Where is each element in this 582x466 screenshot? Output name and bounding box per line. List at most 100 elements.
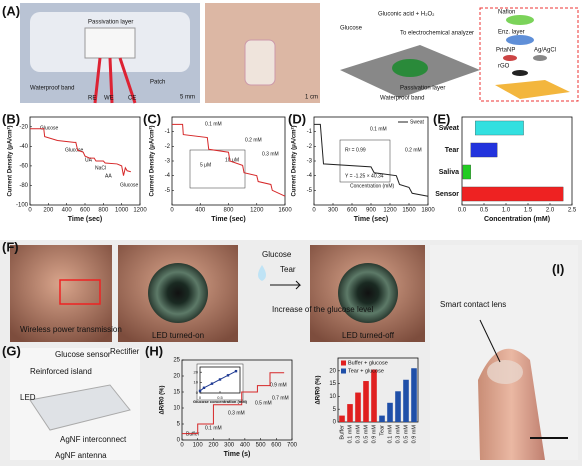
zoom-box <box>479 7 579 102</box>
y-tick-label: -20 <box>19 124 28 130</box>
layer <box>506 35 534 45</box>
x-tick-label: 300 <box>328 208 339 214</box>
label: AgNF interconnect <box>60 435 127 444</box>
marker <box>210 382 214 385</box>
label: Patch <box>150 80 165 86</box>
substrate <box>29 384 131 431</box>
label: Glucose <box>262 250 292 259</box>
y-tick-label: 20 <box>173 374 180 380</box>
label: Rectifier <box>110 347 140 356</box>
drop <box>258 265 266 281</box>
y-tick-label: -3 <box>307 159 313 165</box>
x-tick-label: 0.5 mM <box>363 425 369 444</box>
label: Gluconic acid + H₂O₂ <box>378 12 435 18</box>
annotation: 0.1 mM <box>205 425 222 431</box>
x-tick-label: 600 <box>347 208 358 214</box>
x-tick-label: 1500 <box>402 208 416 214</box>
label: rGO <box>498 64 510 70</box>
y-axis-label: ΔR/R0 (%) <box>316 376 322 405</box>
x-tick-label: 1.5 <box>524 208 533 214</box>
legend-swatch <box>341 368 346 374</box>
label: Passivation layer <box>400 86 445 92</box>
y-tick-label: 25 <box>173 358 180 364</box>
annotation: 0.2 mM <box>405 147 422 153</box>
annotation: 0.2 mM <box>245 137 262 143</box>
x-tick-label: 0.5 <box>217 395 223 400</box>
panel-label: (F) <box>2 239 19 254</box>
y-tick-label: 0 <box>196 390 199 395</box>
marker <box>234 369 238 373</box>
x-tick-label: 1.0 <box>502 208 511 214</box>
x-axis-label: Time (s) <box>224 451 251 458</box>
y-axis-label: Current Density (μA/cm²) <box>291 125 298 196</box>
x-tick-label: 1200 <box>250 208 264 214</box>
layer <box>512 70 528 76</box>
x-axis-label: Concentration (mM) <box>484 216 550 223</box>
x-tick-label: 0 <box>199 395 202 400</box>
category-label: Saliva <box>439 169 459 176</box>
marker <box>202 386 206 389</box>
annotation: 0.1 mM <box>205 121 222 127</box>
x-tick-label: 1200 <box>133 208 147 214</box>
x-tick-label: 800 <box>223 208 234 214</box>
annotation: Concentration (mM) <box>350 183 395 189</box>
label: Glucose sensor <box>55 350 111 359</box>
marker <box>218 378 222 381</box>
label: LED turned-on <box>152 331 204 340</box>
panel-label: (H) <box>145 343 163 358</box>
x-tick-label: Buffer <box>339 425 345 440</box>
x-tick-label: 0 <box>170 208 174 214</box>
wires <box>93 57 137 104</box>
axes-frame <box>181 359 293 441</box>
annotation: 0.7 mM <box>272 395 289 401</box>
annotation: 0.3 mM <box>228 410 245 416</box>
bar <box>462 164 471 180</box>
x-tick-label: 200 <box>208 443 219 449</box>
y-tick-label: -4 <box>307 173 313 179</box>
marker <box>198 389 202 393</box>
label: Smart contact lens <box>440 300 506 309</box>
x-tick-label: 1200 <box>383 208 397 214</box>
x-tick-label: 0 <box>28 208 32 214</box>
label: Reinforced island <box>30 367 92 376</box>
y-tick-label: -2 <box>307 144 313 150</box>
label: 1 cm <box>305 95 318 101</box>
x-tick-label: 400 <box>195 208 206 214</box>
annotation: 5 μM <box>200 162 211 168</box>
x-tick-label: 200 <box>43 208 54 214</box>
y-tick-label: -100 <box>16 203 29 209</box>
x-tick-label: 0.0 <box>458 208 467 214</box>
bar <box>470 142 498 158</box>
iris <box>148 263 208 323</box>
label: Ag/AgCl <box>534 48 556 54</box>
y-tick-label: 10 <box>194 380 199 385</box>
x-tick-label: 0.5 mM <box>403 425 409 444</box>
y-axis-label: Current Density (μA/cm²) <box>149 125 156 196</box>
x-tick-label: 0.1 mM <box>347 425 353 444</box>
bar <box>379 415 385 422</box>
x-tick-label: 2.5 <box>568 208 577 214</box>
annotation: 0.5 mM <box>255 400 272 406</box>
panel-label: (A) <box>2 3 20 18</box>
x-tick-label: 500 <box>256 443 267 449</box>
x-tick-label: 1600 <box>278 208 292 214</box>
x-tick-label: 0 <box>312 208 316 214</box>
panel-label: (C) <box>143 111 161 126</box>
annotation: Y = -1.25 × 40.34 <box>345 173 384 179</box>
x-tick-label: 400 <box>62 208 73 214</box>
label: 5 mm <box>180 95 195 101</box>
x-tick-label: 100 <box>193 443 204 449</box>
layer <box>495 80 570 99</box>
legend-label: Sweat <box>410 119 425 125</box>
x-tick-label: 1000 <box>115 208 129 214</box>
annotation: R² = 0.99 <box>345 147 366 153</box>
bar <box>355 392 361 422</box>
inset-frame <box>339 139 391 183</box>
bar <box>395 391 401 422</box>
patch <box>84 27 136 59</box>
label: LED turned-off <box>342 331 395 340</box>
y-tick-label: 15 <box>173 390 180 396</box>
x-tick-label: 600 <box>271 443 282 449</box>
category-label: Sensor <box>435 191 459 198</box>
